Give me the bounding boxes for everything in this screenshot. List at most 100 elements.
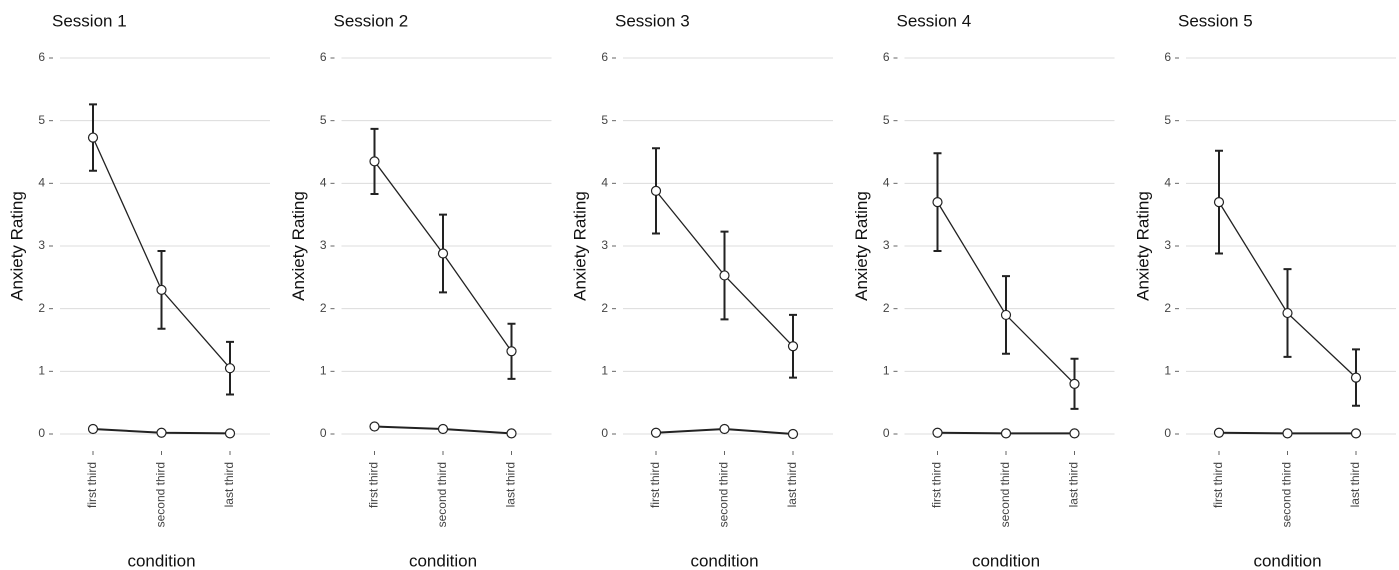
y-tick-label: 2 — [883, 301, 890, 315]
y-tick-label: 1 — [38, 364, 45, 378]
y-tick-label: 0 — [38, 426, 45, 440]
y-tick-label: 2 — [601, 301, 608, 315]
y-tick-label: 3 — [883, 238, 890, 252]
point — [369, 156, 380, 167]
y-tick-label: 1 — [320, 364, 327, 378]
y-tick-label: 2 — [38, 301, 45, 315]
y-axis-title: Anxiety Rating — [289, 191, 308, 301]
y-tick-label: 0 — [883, 426, 890, 440]
x-tick-label: second third — [717, 462, 731, 527]
x-tick-label: second third — [1280, 462, 1294, 527]
x-tick-label: last third — [504, 462, 518, 507]
y-tick-label: 2 — [1164, 301, 1171, 315]
y-tick-label: 2 — [320, 301, 327, 315]
point — [650, 427, 662, 438]
point — [1282, 307, 1293, 319]
x-tick-label: last third — [785, 462, 799, 507]
x-tick-label: first third — [367, 462, 381, 508]
point — [437, 248, 449, 259]
y-tick-label: 6 — [320, 50, 327, 64]
point — [1350, 428, 1362, 439]
y-tick-label: 1 — [1164, 364, 1171, 378]
point — [87, 423, 99, 435]
y-tick-label: 3 — [1164, 238, 1171, 252]
facet: Session 1 Anxiety Rating condition 0 1 2 3 4 5 6 f… — [7, 11, 270, 570]
y-tick-label: 6 — [38, 50, 45, 64]
y-tick-label: 4 — [38, 176, 45, 190]
y-tick-label: 6 — [601, 50, 608, 64]
facet-title: Session 4 — [897, 11, 972, 30]
y-tick-label: 5 — [320, 113, 327, 127]
point — [1069, 428, 1080, 439]
x-axis-title: condition — [690, 551, 758, 570]
x-axis-title: condition — [1253, 551, 1321, 570]
point — [156, 427, 167, 438]
facet: Session 4 Anxiety Rating condition 0 1 2 3 4 5 6 f… — [852, 11, 1115, 570]
y-axis-title: Anxiety Rating — [7, 191, 26, 301]
point — [506, 346, 517, 357]
y-tick-label: 6 — [1164, 50, 1171, 64]
y-tick-label: 5 — [38, 113, 45, 127]
point — [87, 132, 99, 143]
y-axis-title: Anxiety Rating — [852, 191, 871, 301]
x-tick-label: second third — [998, 462, 1012, 527]
point — [1213, 197, 1225, 208]
y-tick-label: 4 — [883, 176, 890, 190]
facet-title: Session 3 — [615, 11, 690, 30]
y-tick-label: 3 — [320, 238, 327, 252]
facet-title: Session 2 — [334, 11, 409, 30]
x-axis-title: condition — [127, 551, 195, 570]
point — [1069, 378, 1080, 389]
point — [1350, 372, 1362, 383]
x-tick-label: first third — [1211, 462, 1225, 508]
y-tick-label: 3 — [601, 238, 608, 252]
y-tick-label: 6 — [883, 50, 890, 64]
x-axis-title: condition — [972, 551, 1040, 570]
facet-title: Session 5 — [1178, 11, 1253, 30]
point — [719, 423, 730, 435]
point — [719, 270, 730, 281]
point — [224, 428, 236, 439]
point — [224, 363, 236, 374]
point — [787, 428, 799, 440]
y-tick-label: 0 — [601, 426, 608, 440]
point — [650, 185, 662, 196]
point — [156, 284, 167, 295]
x-tick-label: last third — [1067, 462, 1081, 507]
point — [1282, 428, 1293, 439]
point — [369, 421, 380, 432]
point — [1000, 428, 1012, 439]
x-tick-label: first third — [648, 462, 662, 508]
point — [506, 428, 517, 439]
y-tick-label: 5 — [601, 113, 608, 127]
y-tick-label: 1 — [883, 364, 890, 378]
y-tick-label: 0 — [1164, 426, 1171, 440]
y-tick-label: 3 — [38, 238, 45, 252]
point — [932, 197, 943, 208]
facet: Session 3 Anxiety Rating condition 0 1 2 3 4 5 6 f… — [570, 11, 833, 570]
y-axis-title: Anxiety Rating — [570, 191, 589, 301]
x-axis-title: condition — [409, 551, 477, 570]
x-tick-label: second third — [154, 462, 168, 527]
y-tick-label: 1 — [601, 364, 608, 378]
x-tick-label: second third — [435, 462, 449, 527]
x-tick-label: last third — [222, 462, 236, 507]
y-tick-label: 4 — [1164, 176, 1171, 190]
point — [1213, 427, 1225, 438]
point — [1000, 309, 1012, 321]
y-tick-label: 4 — [320, 176, 327, 190]
facet: Session 5 Anxiety Rating condition 0 1 2 3 4 5 6 f… — [1133, 11, 1396, 570]
facet-title: Session 1 — [52, 11, 127, 30]
x-tick-label: first third — [85, 462, 99, 508]
facet: Session 2 Anxiety Rating condition 0 1 2 3 4 5 6 f… — [289, 11, 552, 570]
point — [437, 423, 449, 435]
point — [787, 341, 799, 352]
y-tick-label: 4 — [601, 176, 608, 190]
x-tick-label: first third — [930, 462, 944, 508]
y-axis-title: Anxiety Rating — [1133, 191, 1152, 301]
y-tick-label: 0 — [320, 426, 327, 440]
y-tick-label: 5 — [1164, 113, 1171, 127]
y-tick-label: 5 — [883, 113, 890, 127]
x-tick-label: last third — [1348, 462, 1362, 507]
